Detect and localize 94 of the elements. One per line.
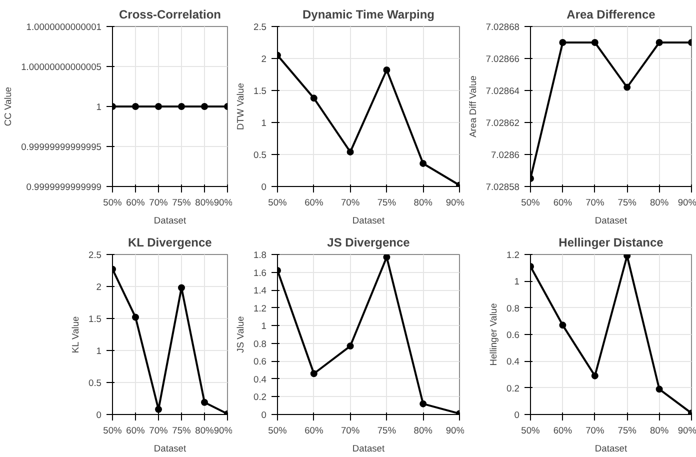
chart-title: Hellinger Distance: [558, 236, 664, 250]
y-tick-label: 0.9999999999999: [26, 182, 102, 192]
y-tick-label: 1.2: [506, 250, 520, 260]
y-tick-label: 7.0286: [490, 150, 520, 160]
x-tick-label: 80%: [650, 426, 669, 436]
y-axis-title: Hellinger Value: [488, 303, 499, 366]
chart-title: JS Divergence: [327, 236, 410, 250]
y-tick-label: 0.4: [506, 356, 520, 367]
x-tick-label: 50%: [268, 198, 287, 208]
x-tick-label: 75%: [618, 426, 636, 436]
chart-title: Dynamic Time Warping: [302, 8, 435, 22]
x-tick-label: 75%: [377, 426, 396, 436]
x-tick-label: 50%: [103, 426, 122, 436]
y-tick-label: 2.5: [254, 22, 266, 32]
x-tick-label: 60%: [126, 426, 145, 436]
x-tick-label: 80%: [414, 426, 432, 436]
x-axis-title: Dataset: [352, 444, 385, 454]
chart-title: KL Divergence: [128, 236, 212, 250]
x-tick-label: 60%: [553, 198, 572, 208]
y-tick-label: 1: [261, 321, 267, 332]
y-tick-label: 1: [261, 118, 267, 128]
y-tick-label: 1.00000000000005: [21, 62, 102, 72]
y-tick-label: 0.5: [88, 378, 102, 388]
y-tick-label: 2: [96, 282, 102, 292]
y-tick-label: 1.8: [254, 250, 266, 260]
y-tick-label: 2: [261, 54, 267, 64]
x-axis-title: Dataset: [154, 216, 186, 226]
y-tick-label: 0: [96, 410, 102, 420]
x-tick-label: 90%: [214, 198, 232, 208]
y-axis-title: DTW Value: [236, 83, 246, 130]
y-tick-label: 1.0000000000001: [26, 22, 102, 32]
x-tick-label: 75%: [377, 198, 396, 208]
x-axis-title: Dataset: [594, 216, 628, 226]
y-tick-label: 0.2: [254, 392, 266, 402]
x-tick-label: 70%: [149, 426, 168, 436]
y-tick-label: 1: [96, 102, 102, 112]
y-tick-label: 1: [514, 276, 520, 287]
x-tick-label: 70%: [586, 198, 604, 208]
y-tick-label: 7.02866: [486, 54, 520, 64]
x-tick-label: 70%: [149, 198, 168, 208]
x-tick-label: 60%: [304, 426, 324, 436]
x-tick-label: 80%: [414, 198, 432, 208]
x-tick-label: 60%: [304, 198, 324, 208]
x-tick-label: 90%: [678, 198, 696, 208]
x-tick-label: 50%: [521, 198, 540, 208]
y-tick-label: 7.02864: [486, 86, 520, 96]
x-tick-label: 80%: [650, 198, 669, 208]
x-tick-label: 50%: [521, 426, 540, 436]
x-tick-label: 60%: [126, 198, 145, 208]
x-tick-label: 75%: [618, 198, 636, 208]
x-axis-title: Dataset: [154, 444, 186, 454]
x-tick-label: 70%: [340, 198, 360, 208]
y-tick-label: 0.8: [506, 303, 520, 314]
y-tick-label: 7.02862: [486, 118, 520, 128]
y-tick-label: 1.6: [254, 268, 266, 278]
y-tick-label: 0: [261, 182, 267, 192]
x-tick-label: 75%: [172, 198, 191, 208]
y-tick-label: 7.02868: [486, 22, 520, 32]
y-tick-label: 1.4: [254, 286, 266, 296]
x-tick-label: 50%: [103, 198, 122, 208]
x-tick-label: 90%: [446, 198, 464, 208]
y-tick-label: 0.6: [254, 356, 266, 367]
y-tick-label: 0.5: [254, 150, 266, 160]
x-tick-label: 80%: [195, 198, 214, 208]
chart-title: Cross-Correlation: [118, 8, 222, 22]
y-tick-label: 7.02858: [486, 182, 520, 192]
y-axis-title: CC Value: [3, 86, 14, 126]
chart-title: Area Difference: [566, 8, 656, 22]
y-tick-label: 0: [261, 410, 267, 420]
y-tick-label: 1.2: [254, 303, 266, 314]
y-tick-label: 2.5: [88, 250, 102, 260]
x-tick-label: 90%: [446, 426, 464, 436]
y-axis-title: Area Diff Value: [468, 76, 478, 138]
y-tick-label: 1.5: [88, 314, 102, 324]
y-axis-title: KL Value: [70, 316, 81, 354]
y-tick-label: 1: [96, 346, 102, 356]
x-tick-label: 50%: [268, 426, 287, 436]
y-tick-label: 0.2: [506, 383, 520, 394]
y-tick-label: 0.99999999999995: [21, 142, 102, 152]
x-axis-title: Dataset: [594, 444, 628, 454]
y-tick-label: 0.6: [506, 330, 520, 340]
y-tick-label: 1.5: [254, 86, 266, 96]
y-tick-label: 0.4: [254, 374, 266, 384]
x-tick-label: 70%: [586, 426, 604, 436]
y-tick-label: 0: [514, 410, 520, 420]
x-tick-label: 80%: [195, 426, 214, 436]
x-tick-label: 70%: [340, 426, 360, 436]
y-tick-label: 0.8: [254, 338, 266, 349]
x-tick-label: 75%: [172, 426, 191, 436]
y-axis-title: JS Value: [236, 316, 246, 353]
x-tick-label: 90%: [214, 426, 232, 436]
x-axis-title: Dataset: [352, 216, 385, 226]
x-tick-label: 60%: [553, 426, 572, 436]
x-tick-label: 90%: [678, 426, 696, 436]
